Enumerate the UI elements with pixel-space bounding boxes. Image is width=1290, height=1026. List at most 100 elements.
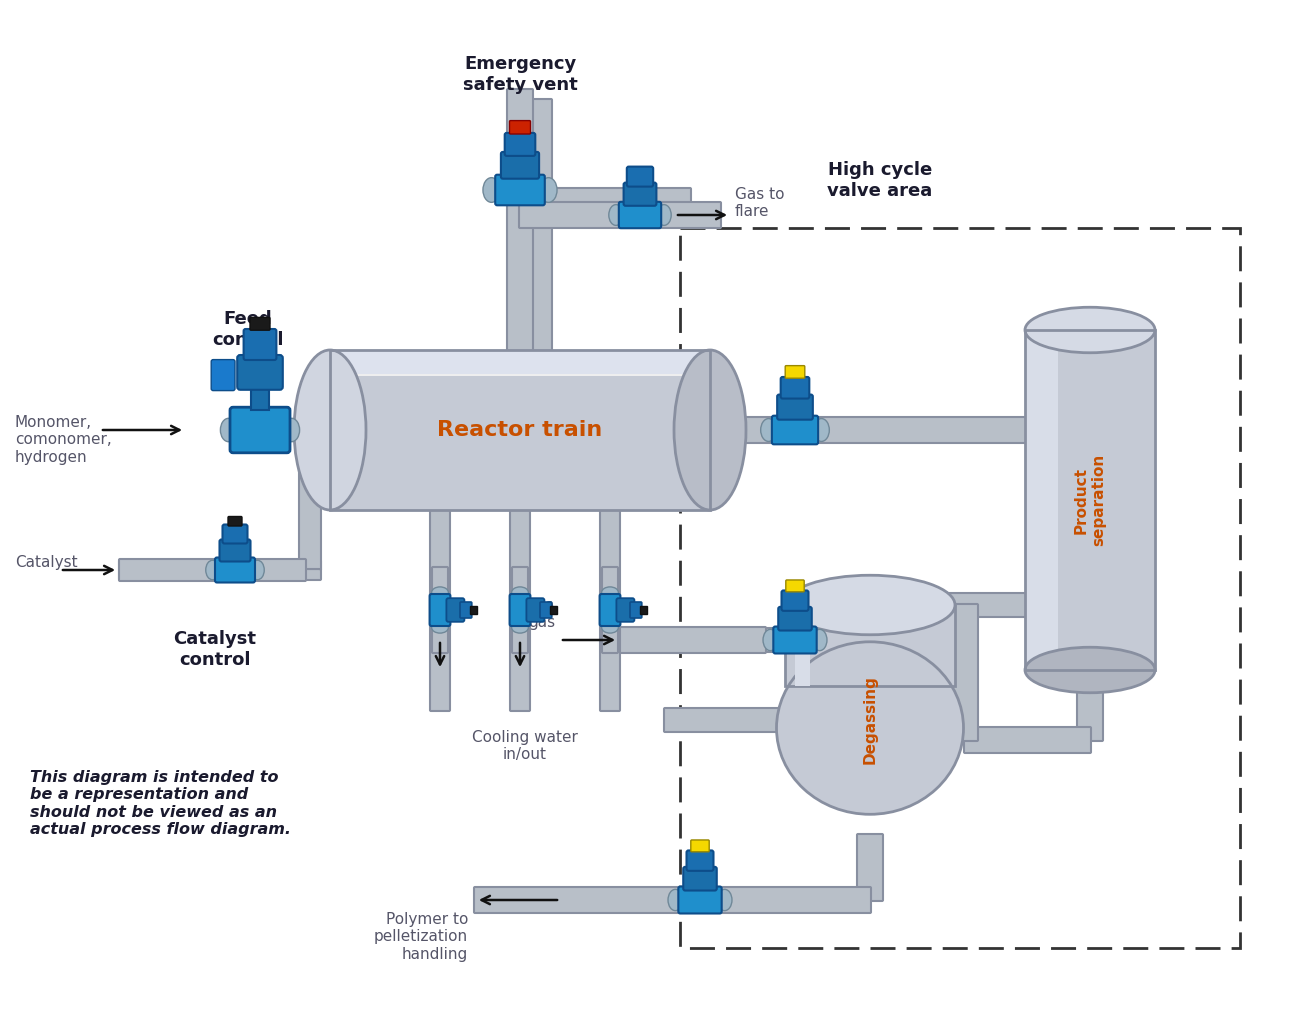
Ellipse shape xyxy=(512,622,529,633)
FancyBboxPatch shape xyxy=(430,509,450,711)
FancyBboxPatch shape xyxy=(784,593,796,617)
Bar xyxy=(330,358,710,361)
Text: Reactor train: Reactor train xyxy=(437,420,602,440)
Bar xyxy=(470,605,477,615)
FancyBboxPatch shape xyxy=(215,557,255,583)
FancyBboxPatch shape xyxy=(507,89,533,351)
FancyBboxPatch shape xyxy=(630,602,642,618)
Ellipse shape xyxy=(541,177,557,202)
FancyBboxPatch shape xyxy=(710,418,1091,442)
FancyBboxPatch shape xyxy=(600,509,620,711)
Bar xyxy=(330,364,710,367)
FancyBboxPatch shape xyxy=(310,418,332,442)
FancyBboxPatch shape xyxy=(1078,329,1102,431)
FancyBboxPatch shape xyxy=(1077,329,1103,331)
FancyBboxPatch shape xyxy=(461,602,472,618)
Ellipse shape xyxy=(1026,647,1155,693)
Ellipse shape xyxy=(432,622,449,633)
FancyBboxPatch shape xyxy=(1078,605,1102,670)
FancyBboxPatch shape xyxy=(773,627,817,654)
Bar xyxy=(1026,330,1058,670)
Bar xyxy=(330,368,710,371)
Bar xyxy=(786,605,955,685)
FancyBboxPatch shape xyxy=(899,418,1031,442)
FancyBboxPatch shape xyxy=(782,605,808,640)
Ellipse shape xyxy=(294,350,366,510)
FancyBboxPatch shape xyxy=(857,834,882,901)
Bar xyxy=(786,605,955,685)
FancyBboxPatch shape xyxy=(777,395,813,420)
FancyBboxPatch shape xyxy=(504,133,535,156)
FancyBboxPatch shape xyxy=(602,567,618,653)
Ellipse shape xyxy=(786,576,955,635)
FancyBboxPatch shape xyxy=(510,509,530,711)
Bar xyxy=(330,355,710,358)
Ellipse shape xyxy=(609,204,623,226)
Ellipse shape xyxy=(717,890,731,911)
Text: High cycle
valve area: High cycle valve area xyxy=(827,161,933,200)
Text: Monomer,
comonomer,
hydrogen: Monomer, comonomer, hydrogen xyxy=(15,415,112,465)
FancyBboxPatch shape xyxy=(686,851,713,871)
FancyBboxPatch shape xyxy=(446,598,464,622)
FancyBboxPatch shape xyxy=(119,559,306,581)
FancyBboxPatch shape xyxy=(222,524,248,544)
Bar xyxy=(330,352,710,356)
FancyBboxPatch shape xyxy=(539,188,691,212)
FancyBboxPatch shape xyxy=(600,594,620,626)
Bar xyxy=(680,228,1240,948)
FancyBboxPatch shape xyxy=(679,886,721,913)
Bar xyxy=(252,387,270,410)
Bar xyxy=(640,605,648,615)
FancyBboxPatch shape xyxy=(473,887,871,913)
Ellipse shape xyxy=(668,890,682,911)
Text: Degassing: Degassing xyxy=(863,675,877,764)
Bar xyxy=(330,371,710,374)
Bar xyxy=(330,362,710,365)
FancyBboxPatch shape xyxy=(432,567,448,653)
Ellipse shape xyxy=(221,419,236,442)
FancyBboxPatch shape xyxy=(617,598,635,622)
Ellipse shape xyxy=(813,629,827,650)
FancyBboxPatch shape xyxy=(510,594,530,626)
Text: Product
separation: Product separation xyxy=(1073,453,1107,546)
Bar xyxy=(330,354,710,357)
FancyBboxPatch shape xyxy=(771,416,818,444)
FancyBboxPatch shape xyxy=(495,174,544,205)
Text: Catalyst: Catalyst xyxy=(15,554,77,569)
Bar xyxy=(1026,330,1155,670)
FancyBboxPatch shape xyxy=(237,355,283,390)
Ellipse shape xyxy=(601,622,618,633)
Bar xyxy=(330,365,710,368)
FancyBboxPatch shape xyxy=(964,727,1091,753)
FancyBboxPatch shape xyxy=(430,594,450,626)
FancyBboxPatch shape xyxy=(228,516,243,526)
Text: Gas to
flare: Gas to flare xyxy=(735,187,784,220)
FancyBboxPatch shape xyxy=(230,407,290,452)
Ellipse shape xyxy=(777,642,964,815)
Text: This diagram is intended to
be a representation and
should not be viewed as an
a: This diagram is intended to be a represe… xyxy=(30,770,292,837)
Bar xyxy=(330,370,710,373)
Bar xyxy=(330,351,710,354)
FancyBboxPatch shape xyxy=(119,560,321,580)
FancyBboxPatch shape xyxy=(479,887,780,912)
Bar xyxy=(330,363,710,366)
Ellipse shape xyxy=(432,587,449,598)
FancyBboxPatch shape xyxy=(786,580,804,592)
FancyBboxPatch shape xyxy=(664,708,786,732)
FancyBboxPatch shape xyxy=(619,628,796,652)
FancyBboxPatch shape xyxy=(528,98,552,351)
Ellipse shape xyxy=(761,419,777,441)
FancyBboxPatch shape xyxy=(952,604,978,741)
Ellipse shape xyxy=(1026,307,1155,353)
Text: Purge
gas: Purge gas xyxy=(511,597,555,630)
Bar xyxy=(330,356,710,359)
FancyBboxPatch shape xyxy=(219,540,250,561)
Bar xyxy=(330,350,710,510)
Ellipse shape xyxy=(814,419,829,441)
Ellipse shape xyxy=(284,419,299,442)
FancyBboxPatch shape xyxy=(780,377,809,398)
FancyBboxPatch shape xyxy=(619,202,662,228)
Bar xyxy=(330,369,710,372)
FancyBboxPatch shape xyxy=(783,605,808,640)
FancyBboxPatch shape xyxy=(784,592,796,618)
